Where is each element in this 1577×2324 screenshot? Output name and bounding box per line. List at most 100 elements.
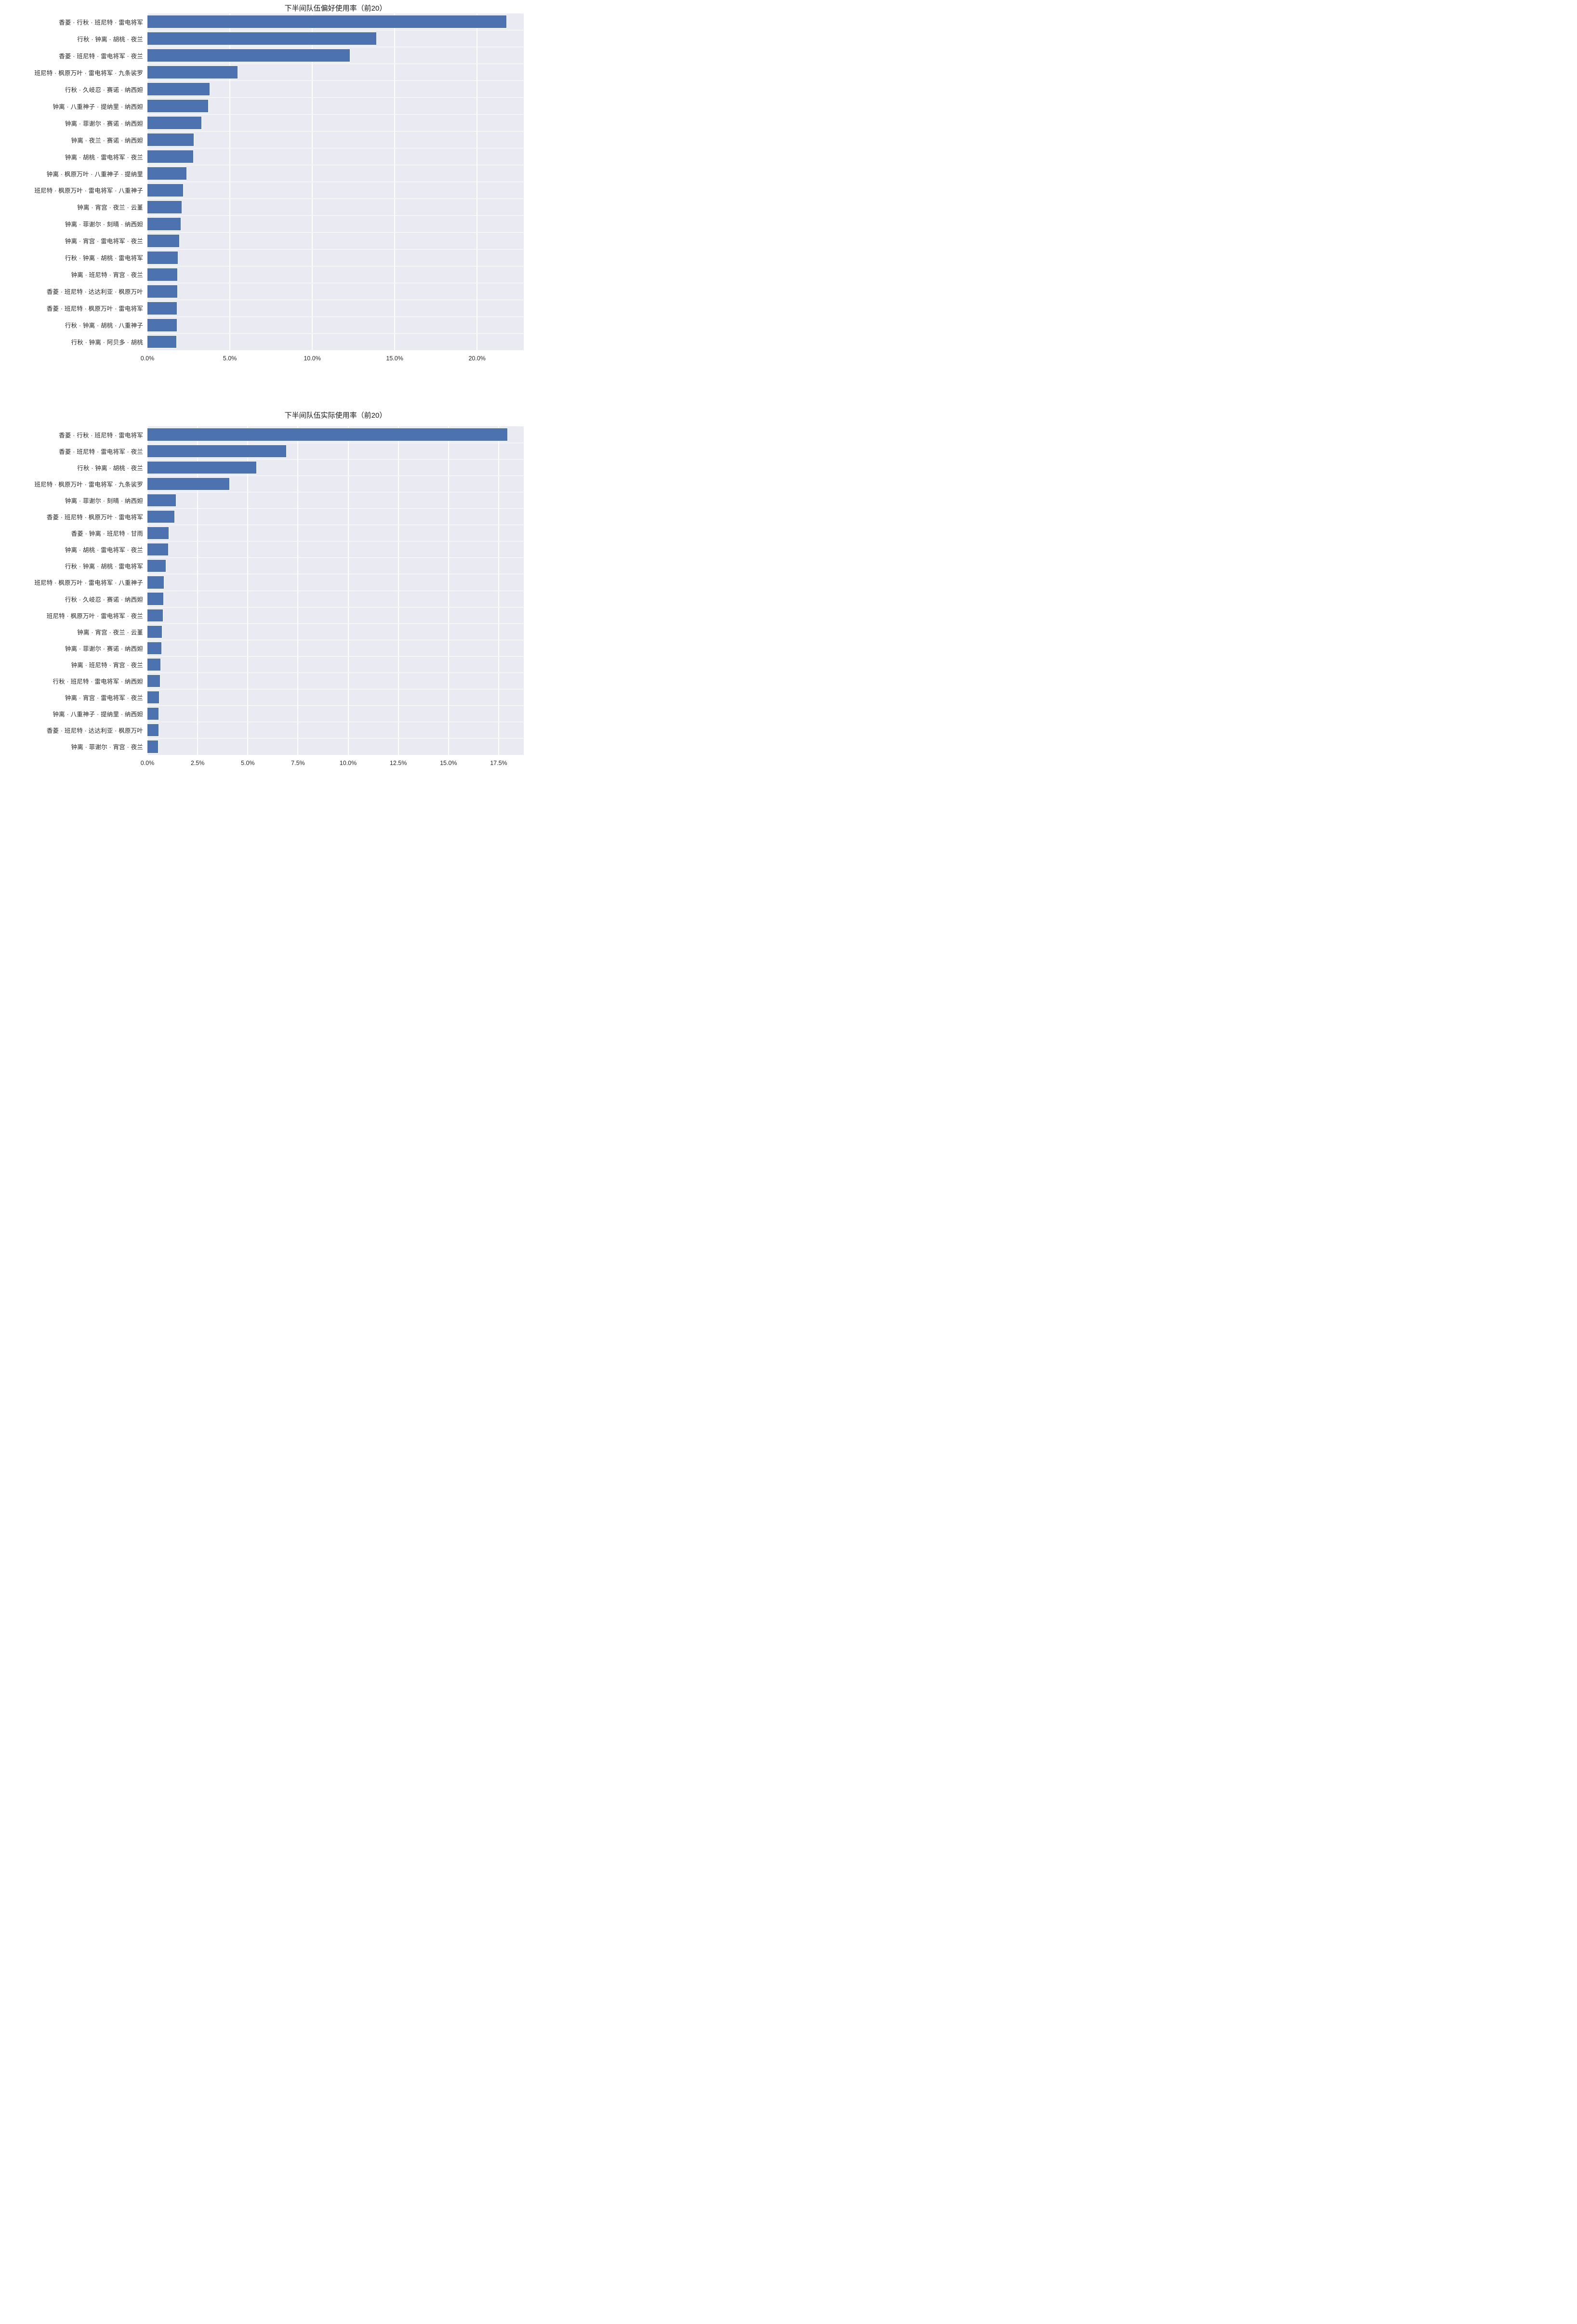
bar xyxy=(147,82,210,96)
bar xyxy=(147,510,175,524)
category-label: 行秋 · 钟离 · 胡桃 · 雷电将军 xyxy=(65,255,143,262)
y-gridline xyxy=(147,333,524,334)
bar xyxy=(147,200,182,214)
y-gridline xyxy=(147,114,524,115)
bar xyxy=(147,217,182,231)
bar xyxy=(147,133,195,147)
bar xyxy=(147,625,163,638)
category-label: 行秋 · 久岐忍 · 赛诺 · 纳西妲 xyxy=(65,596,143,603)
bar xyxy=(147,116,202,130)
y-gridline xyxy=(147,97,524,98)
bar xyxy=(147,444,287,458)
category-label: 班尼特 · 枫原万叶 · 雷电将军 · 八重神子 xyxy=(34,187,143,195)
category-label: 钟离 · 宵宫 · 夜兰 · 云堇 xyxy=(77,204,143,211)
bar xyxy=(147,527,169,540)
x-tick-label: 15.0% xyxy=(386,355,403,362)
y-gridline xyxy=(147,557,524,558)
bar xyxy=(147,707,159,721)
category-label: 钟离 · 菲谢尔 · 赛诺 · 纳西妲 xyxy=(65,120,143,127)
x-tick-label: 5.0% xyxy=(223,355,237,362)
bar xyxy=(147,15,507,29)
y-gridline xyxy=(147,508,524,509)
bar xyxy=(147,335,177,349)
category-label: 钟离 · 夜兰 · 赛诺 · 纳西妲 xyxy=(71,137,143,144)
category-label: 香菱 · 班尼特 · 达达利亚 · 枫原万叶 xyxy=(46,289,143,296)
bar xyxy=(147,150,194,164)
y-gridline xyxy=(147,705,524,706)
category-label: 香菱 · 班尼特 · 雷电将军 · 夜兰 xyxy=(59,53,143,60)
category-label: 行秋 · 钟离 · 胡桃 · 八重神子 xyxy=(65,322,143,330)
bar xyxy=(147,267,178,281)
category-label: 钟离 · 宵宫 · 雷电将军 · 夜兰 xyxy=(65,695,143,702)
category-label: 行秋 · 钟离 · 阿贝多 · 胡桃 xyxy=(71,339,143,346)
category-label: 班尼特 · 枫原万叶 · 雷电将军 · 九条裟罗 xyxy=(34,481,143,488)
x-tick-label: 12.5% xyxy=(389,760,407,766)
figure: 下半间队伍偏好使用率（前20） 香菱 · 行秋 · 班尼特 · 雷电将军 行秋 ·… xyxy=(0,0,526,775)
bar xyxy=(147,674,160,688)
category-label: 行秋 · 久岐忍 · 赛诺 · 纳西妲 xyxy=(65,86,143,93)
x-tick-label: 5.0% xyxy=(241,760,255,766)
category-label: 钟离 · 宵宫 · 雷电将军 · 夜兰 xyxy=(65,238,143,245)
category-label: 钟离 · 菲谢尔 · 刻晴 · 纳西妲 xyxy=(65,221,143,228)
y-gridline xyxy=(147,198,524,199)
category-label: 钟离 · 菲谢尔 · 刻晴 · 纳西妲 xyxy=(65,497,143,504)
plot-area xyxy=(147,13,524,350)
bar xyxy=(147,641,162,655)
x-tick-label: 0.0% xyxy=(140,355,155,362)
bar xyxy=(147,301,178,315)
category-label: 钟离 · 菲谢尔 · 宵宫 · 夜兰 xyxy=(71,744,143,751)
x-tick-label: 2.5% xyxy=(190,760,205,766)
category-label: 行秋 · 钟离 · 胡桃 · 夜兰 xyxy=(77,36,143,43)
bar xyxy=(147,251,178,264)
bar xyxy=(147,428,508,441)
bar xyxy=(147,608,163,622)
category-label: 香菱 · 钟离 · 班尼特 · 甘雨 xyxy=(71,530,143,538)
bar xyxy=(147,740,159,753)
x-tick-label: 17.5% xyxy=(490,760,507,766)
page: { "figure": {"background": "#ffffff"}, "… xyxy=(0,0,526,775)
x-tick-label: 20.0% xyxy=(468,355,486,362)
chart-title: 下半间队伍偏好使用率（前20） xyxy=(284,4,387,13)
bar xyxy=(147,49,350,63)
category-label: 行秋 · 钟离 · 胡桃 · 夜兰 xyxy=(77,464,143,472)
category-label: 香菱 · 班尼特 · 达达利亚 · 枫原万叶 xyxy=(46,727,143,735)
bar xyxy=(147,493,177,507)
y-gridline xyxy=(147,249,524,250)
y-gridline xyxy=(147,475,524,476)
category-label: 钟离 · 八重神子 · 提纳里 · 纳西妲 xyxy=(53,103,143,110)
bar xyxy=(147,99,209,113)
y-gridline xyxy=(147,232,524,233)
y-gridline xyxy=(147,738,524,739)
category-label: 班尼特 · 枫原万叶 · 雷电将军 · 夜兰 xyxy=(46,612,143,620)
bar xyxy=(147,576,164,589)
category-label: 行秋 · 钟离 · 胡桃 · 雷电将军 xyxy=(65,563,143,570)
category-label: 香菱 · 行秋 · 班尼特 · 雷电将军 xyxy=(59,19,143,26)
category-label: 香菱 · 行秋 · 班尼特 · 雷电将军 xyxy=(59,432,143,439)
y-gridline xyxy=(147,80,524,81)
category-label: 班尼特 · 枫原万叶 · 雷电将军 · 八重神子 xyxy=(34,580,143,587)
bar xyxy=(147,543,169,556)
category-label: 行秋 · 班尼特 · 雷电将军 · 纳西妲 xyxy=(53,678,143,686)
category-label: 钟离 · 宵宫 · 夜兰 · 云堇 xyxy=(77,629,143,636)
plot-area xyxy=(147,426,524,755)
category-label: 钟离 · 胡桃 · 雷电将军 · 夜兰 xyxy=(65,154,143,161)
chart-title: 下半间队伍实际使用率（前20） xyxy=(284,411,387,420)
category-label: 香菱 · 班尼特 · 枫原万叶 · 雷电将军 xyxy=(46,514,143,521)
bar xyxy=(147,559,166,573)
category-label: 班尼特 · 枫原万叶 · 雷电将军 · 九条裟罗 xyxy=(34,69,143,77)
y-gridline xyxy=(147,656,524,657)
bar xyxy=(147,477,230,490)
x-tick-label: 10.0% xyxy=(339,760,357,766)
y-gridline xyxy=(147,131,524,132)
category-label: 香菱 · 班尼特 · 枫原万叶 · 雷电将军 xyxy=(46,305,143,313)
bar xyxy=(147,234,180,248)
bar xyxy=(147,658,161,672)
bar xyxy=(147,592,164,606)
category-label: 钟离 · 枫原万叶 · 八重神子 · 提纳里 xyxy=(46,171,143,178)
category-label: 香菱 · 班尼特 · 雷电将军 · 夜兰 xyxy=(59,448,143,455)
bar xyxy=(147,724,159,737)
y-gridline xyxy=(147,459,524,460)
bar xyxy=(147,167,187,180)
bar xyxy=(147,183,184,197)
bar xyxy=(147,32,377,46)
